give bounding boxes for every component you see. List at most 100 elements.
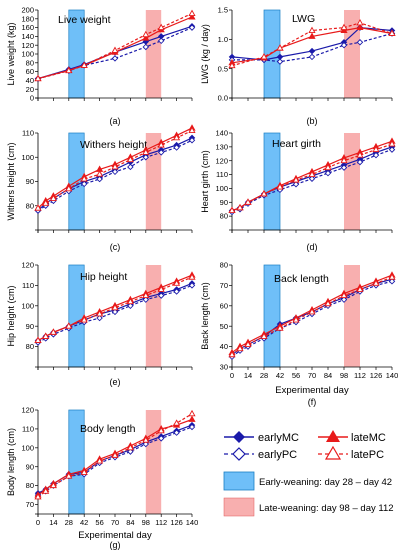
panel-e-series-latePC-point	[96, 310, 104, 317]
panel-b-series-latePC-point	[260, 53, 268, 60]
panel-d-series-latePC-point	[340, 156, 348, 164]
panel-d-ytick-label: 90	[220, 198, 228, 207]
panel-g-series-earlyPC-point	[173, 429, 180, 436]
legend-lateMC-marker	[326, 430, 340, 442]
panel-a-series-latePC-point	[111, 46, 119, 53]
panel-g-xtick-label: 14	[49, 518, 57, 527]
panel-a-ytick-label: 40	[26, 76, 34, 85]
panel-g-series-latePC-point	[142, 436, 150, 443]
panel-d: 80 90 100 110 120 130 140 Heart girth (cm) Heart…	[200, 129, 396, 252]
panel-c-series-latePC-point	[49, 194, 57, 201]
panel-e-series-earlyPC-point	[157, 292, 165, 299]
panel-a-ytick-label: 200	[21, 6, 34, 15]
panel-f-xtick-label: 0	[230, 371, 234, 380]
panel-g-xtick-label: 84	[126, 518, 134, 527]
panel-g-series-earlyPC-point	[127, 448, 134, 455]
panel-b-early-weaning-band	[263, 9, 281, 99]
panel-b-y-axis-label: LWG (kg / day)	[200, 24, 210, 84]
panel-a-ytick-label: 60	[26, 67, 34, 76]
panel-f-series-latePC-point	[308, 307, 316, 315]
panel-g-ytick-label: 110	[22, 425, 34, 434]
panel-b-ytick-label: 0.5	[218, 64, 228, 73]
legend-early-weaning-swatch	[223, 471, 255, 491]
panel-b-series-lateMC-point	[356, 23, 364, 31]
panel-c-series-latePC	[34, 126, 196, 211]
panel-f-xtick-label: 126	[370, 371, 383, 380]
panel-d-series-earlyPC-point	[340, 164, 348, 171]
panel-d-series-latePC-point	[244, 198, 252, 205]
panel-e: 80 90 100 110 120 Hip height (cm) Hip height (e…	[6, 261, 196, 387]
panel-a-series-earlyPC-point	[157, 37, 165, 45]
panel-f-series-latePC-point	[236, 344, 244, 352]
panel-d-series-earlyPC-point	[324, 169, 332, 177]
panel-a-late-weaning-band	[145, 10, 162, 98]
panel-c-label: (c)	[110, 242, 121, 252]
panel-b-series-latePC-point	[276, 44, 284, 51]
panel-b-series-latePC	[228, 18, 396, 69]
legend-lateMC-label: lateMC	[351, 432, 386, 444]
panel-c-late-weaning-band	[145, 133, 162, 230]
panel-b-ytick-label: 0.0	[218, 94, 228, 103]
panel-d-series-latePC-point	[292, 176, 300, 183]
panel-g-series-latePC	[34, 409, 196, 500]
panel-f-series-latePC-point	[244, 340, 252, 348]
panel-e-series-latePC-point	[173, 279, 181, 286]
panel-f-series-latePC	[228, 273, 396, 358]
panel-a-label: (a)	[110, 116, 121, 126]
panel-e-title: Hip height	[80, 271, 127, 283]
legend-late-weaning-swatch	[223, 497, 255, 517]
panel-e-series-latePC-point	[42, 332, 50, 339]
panel-a-ytick-label: 180	[21, 14, 34, 23]
panel-c-series-latePC-point	[188, 126, 196, 134]
panel-a-series-earlyPC-point	[188, 24, 196, 31]
panel-e-series-latePC-point	[111, 303, 119, 311]
panel-e-y-axis-label: Hip height (cm)	[6, 285, 16, 346]
panel-a-series-earlyPC-point	[142, 43, 150, 51]
panel-b-label: (b)	[307, 116, 318, 126]
legend-earlyPC-label: earlyPC	[258, 449, 297, 461]
panel-d-late-weaning-band	[344, 133, 360, 230]
panel-g-xtick-label: 70	[111, 518, 119, 527]
panel-b-series-earlyPC-point	[276, 58, 284, 65]
panel-d-series-earlyPC-point	[292, 181, 300, 188]
panel-f-title: Back length	[274, 273, 329, 285]
panel-g-ytick-label: 80	[26, 481, 34, 490]
panel-a-series-latePC-point	[142, 30, 150, 38]
panel-a-series-latePC-point	[80, 61, 88, 68]
panel-e-series-latePC-point	[34, 336, 42, 343]
panel-f-series-latePC-point	[340, 291, 348, 299]
panel-d-series-earlyPC-point	[308, 175, 316, 182]
panel-e-ytick-label: 120	[21, 261, 34, 270]
panel-e-series-latePC-point	[49, 328, 57, 335]
panel-d-series-latePC-point	[228, 206, 236, 214]
panel-e-series-earlyPC-point	[188, 282, 196, 289]
panel-g-ytick-label: 70	[26, 500, 34, 509]
panel-d-series-latePC-point	[388, 140, 396, 147]
panel-f-ytick-label: 50	[220, 322, 228, 331]
panel-a-ytick-label: 160	[21, 23, 34, 32]
panel-e-late-weaning-band	[145, 265, 162, 367]
panel-d-series-earlyPC-point	[372, 151, 380, 159]
panel-d-ytick-label: 100	[215, 184, 228, 193]
legend-late-weaning-label: Late-weaning: day 98 – day 112	[259, 503, 394, 514]
panel-b-ytick-label: 1.5	[218, 6, 228, 15]
panel-e-series-latePC-point	[80, 316, 88, 323]
panel-g-ytick-label: 120	[21, 406, 34, 415]
panel-c-series-earlyPC-point	[142, 154, 150, 161]
panel-g-xtick-label: 42	[80, 518, 88, 527]
panel-e-series-latePC-point	[188, 273, 196, 280]
panel-f-xtick-label: 70	[308, 371, 316, 380]
panel-b-series-earlyPC-point	[308, 53, 316, 61]
panel-f-xtick-label: 14	[244, 371, 252, 380]
panel-d-series-latePC-point	[372, 145, 380, 153]
panel-d-series-earlyPC-point	[388, 146, 396, 153]
panel-a-series-latePC-point	[188, 9, 196, 16]
panel-d-ytick-label: 120	[215, 156, 228, 165]
legend-earlyMC-marker	[233, 431, 245, 443]
legend-earlyMC-label: earlyMC	[258, 432, 299, 444]
panel-d-series-earlyPC	[228, 146, 396, 216]
panel-f-series-earlyPC-point	[340, 296, 348, 303]
panel-c-ytick-label: 110	[22, 129, 34, 138]
panel-g-xtick-label: 112	[155, 518, 167, 527]
panel-e-series-earlyPC-point	[111, 308, 119, 316]
